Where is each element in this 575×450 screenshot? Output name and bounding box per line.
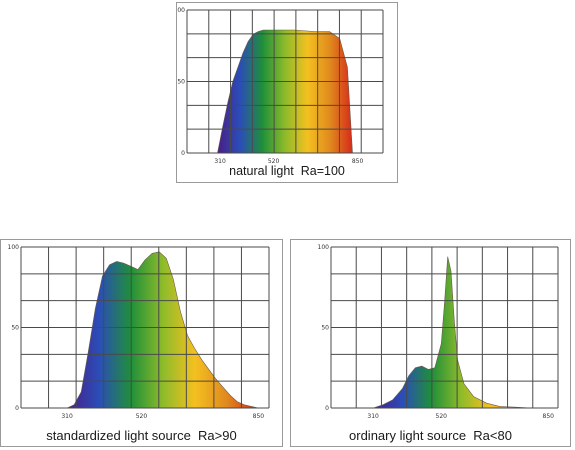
y-tick-label: 100 [8,244,20,251]
y-tick-label: 0 [15,405,19,412]
y-tick-label: 50 [11,325,19,332]
x-tick-label: 310 [61,413,73,420]
spectrum-area [373,256,549,409]
x-tick-label: 520 [136,413,148,420]
y-tick-label: 100 [318,244,330,251]
spectrum-area [217,29,353,154]
chart-ordinary-light-source: 0 50 100 310 520 850 ordinary light source Ra… [290,239,571,447]
spectrum-area [66,251,259,409]
chart-caption: standardized light source Ra>90 [46,428,237,443]
y-tick-label: 50 [321,325,329,332]
chart-caption: natural light Ra=100 [229,164,345,178]
y-tick-label: 0 [325,405,329,412]
chart-natural-light: 0 50 100 310 520 850 natural light Ra=100 [176,2,398,183]
x-tick-label: 850 [253,413,265,420]
y-tick-label: 50 [177,79,185,86]
x-tick-label: 520 [436,413,448,420]
x-tick-label: 850 [352,158,364,165]
x-tick-label: 520 [268,158,280,165]
y-tick-label: 0 [181,150,185,157]
x-tick-label: 310 [367,413,379,420]
chart-standardized-light-source: 0 50 100 310 520 850 standardized light sourc… [0,239,283,447]
x-tick-label: 850 [543,413,555,420]
chart-svg: 0 50 100 310 520 850 [177,7,384,165]
chart-svg: 0 50 100 310 520 850 [8,244,270,420]
chart-caption: ordinary light source Ra<80 [349,428,512,443]
y-tick-label: 100 [177,7,185,14]
x-tick-label: 310 [214,158,226,165]
chart-svg: 0 50 100 310 520 850 [318,244,559,420]
